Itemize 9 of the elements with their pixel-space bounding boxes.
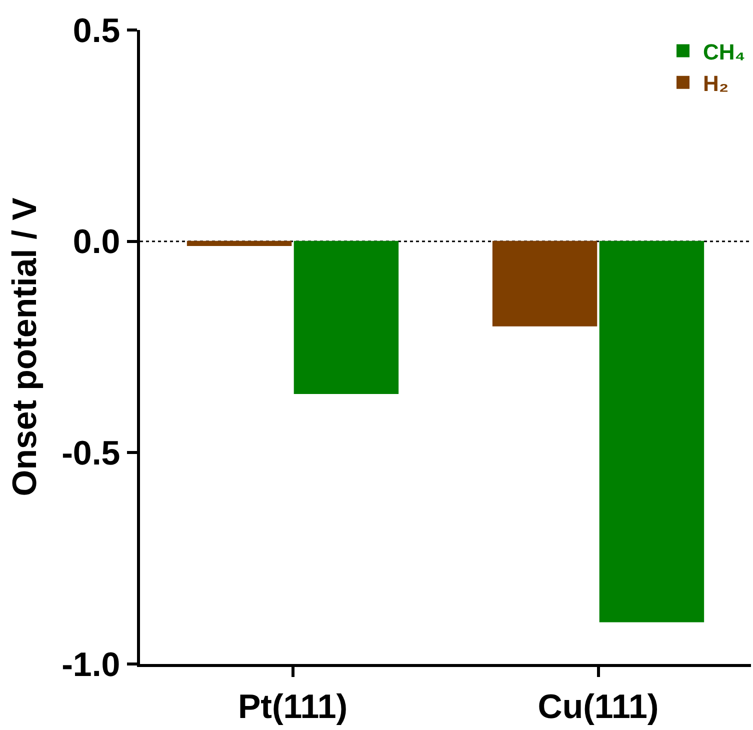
x-tick-label: Cu(111) [538, 688, 659, 726]
x-tick-label: Pt(111) [238, 688, 348, 726]
y-tick-label: 0.5 [72, 12, 120, 50]
y-tick-label: -0.5 [62, 434, 120, 473]
y-tick-label: 0.0 [72, 223, 120, 262]
y-axis-title: Onset potential / V [6, 197, 44, 496]
legend-label: H₂ [703, 70, 729, 96]
legend-label: CH₄ [703, 39, 746, 64]
y-tick-label: -1.0 [62, 646, 120, 684]
